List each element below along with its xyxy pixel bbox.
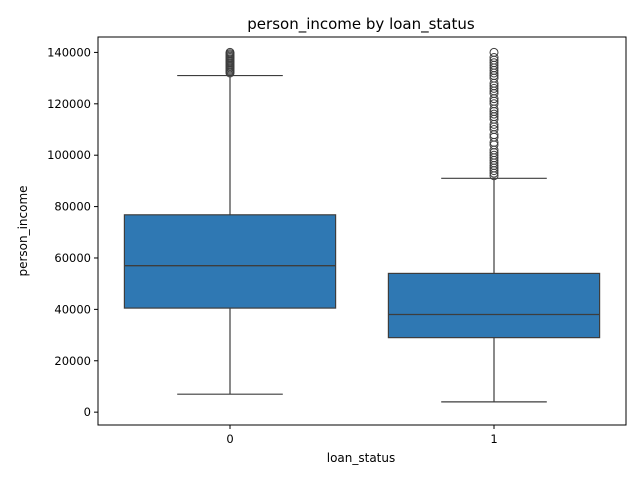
axes-frame [97,36,627,426]
y-tick-label: 120000 [47,97,91,111]
y-tick-label: 100000 [47,148,91,162]
outlier-point [489,47,499,57]
y-tick-label: 80000 [54,200,91,214]
plot-area: 0 20000 40000 60000 80000 100000 120000 140000 0… [47,45,601,446]
y-axis-label: person_income [16,185,30,276]
box-1 [387,272,601,339]
x-axis-label: loan_status [327,451,396,465]
y-tick-label: 40000 [54,302,91,316]
x-tick-label: 1 [490,432,497,446]
y-tick-label: 0 [84,405,91,419]
outlier-point [489,83,499,93]
outlier-point [489,150,499,160]
outlier-point [489,99,499,109]
y-tick-label: 140000 [47,45,91,59]
y-tick-label: 60000 [54,251,91,265]
outlier-point [489,125,499,135]
outlier-point [489,53,499,63]
y-tick-label: 20000 [54,354,91,368]
outlier-point [489,58,499,68]
outlier-point [225,47,235,57]
outlier-point [489,109,499,119]
box-0 [123,214,337,309]
chart-title: person_income by loan_status [247,15,475,34]
x-tick-label: 0 [226,432,233,446]
